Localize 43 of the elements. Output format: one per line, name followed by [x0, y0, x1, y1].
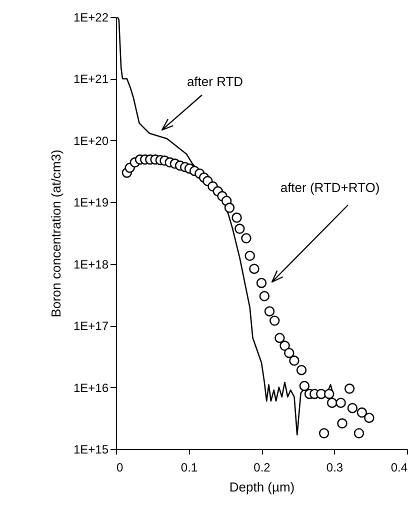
point: [232, 212, 242, 223]
point: [347, 402, 358, 414]
y-tick-label: 1E+19: [73, 196, 109, 210]
point: [318, 428, 330, 438]
point: [337, 418, 348, 429]
point: [224, 202, 235, 213]
annotation: after (RTD+RTO): [280, 180, 380, 195]
x-tick-label: 0.2: [254, 460, 271, 474]
y-tick-label: 1E+20: [73, 134, 109, 148]
point: [234, 224, 245, 234]
point: [280, 340, 290, 351]
point: [326, 398, 338, 408]
y-tick-label: 1E+18: [73, 257, 109, 272]
x-tick-label: 0.3: [326, 460, 344, 474]
y-tick-label: 1E+16: [73, 380, 109, 395]
x-axis-title: Depth (µm): [229, 480, 295, 494]
point: [241, 233, 252, 244]
point: [354, 428, 364, 438]
y-tick-label: 1E+21: [73, 72, 109, 86]
point: [299, 380, 310, 392]
y-tick-label: 1E+22: [73, 10, 109, 24]
point: [259, 291, 270, 302]
point: [344, 384, 355, 394]
x-tick-label: 0: [116, 460, 124, 474]
point: [356, 407, 368, 418]
point: [256, 278, 267, 288]
point: [249, 264, 260, 274]
point: [244, 250, 255, 261]
y-tick-label: 1E+15: [73, 442, 109, 456]
point: [336, 398, 346, 408]
point: [284, 348, 294, 358]
point: [296, 364, 307, 376]
point: [289, 356, 300, 366]
y-tick-label: 1E+17: [73, 319, 109, 334]
annotation: after RTD: [186, 74, 244, 89]
point: [274, 332, 285, 344]
x-tick-label: 0.4: [390, 460, 408, 474]
point: [364, 412, 374, 423]
point: [324, 388, 334, 400]
point: [264, 306, 275, 316]
y-axis-title: Boron concentration (at/cm3): [48, 150, 64, 318]
x-tick-label: 0.1: [180, 460, 198, 474]
point: [269, 316, 280, 326]
